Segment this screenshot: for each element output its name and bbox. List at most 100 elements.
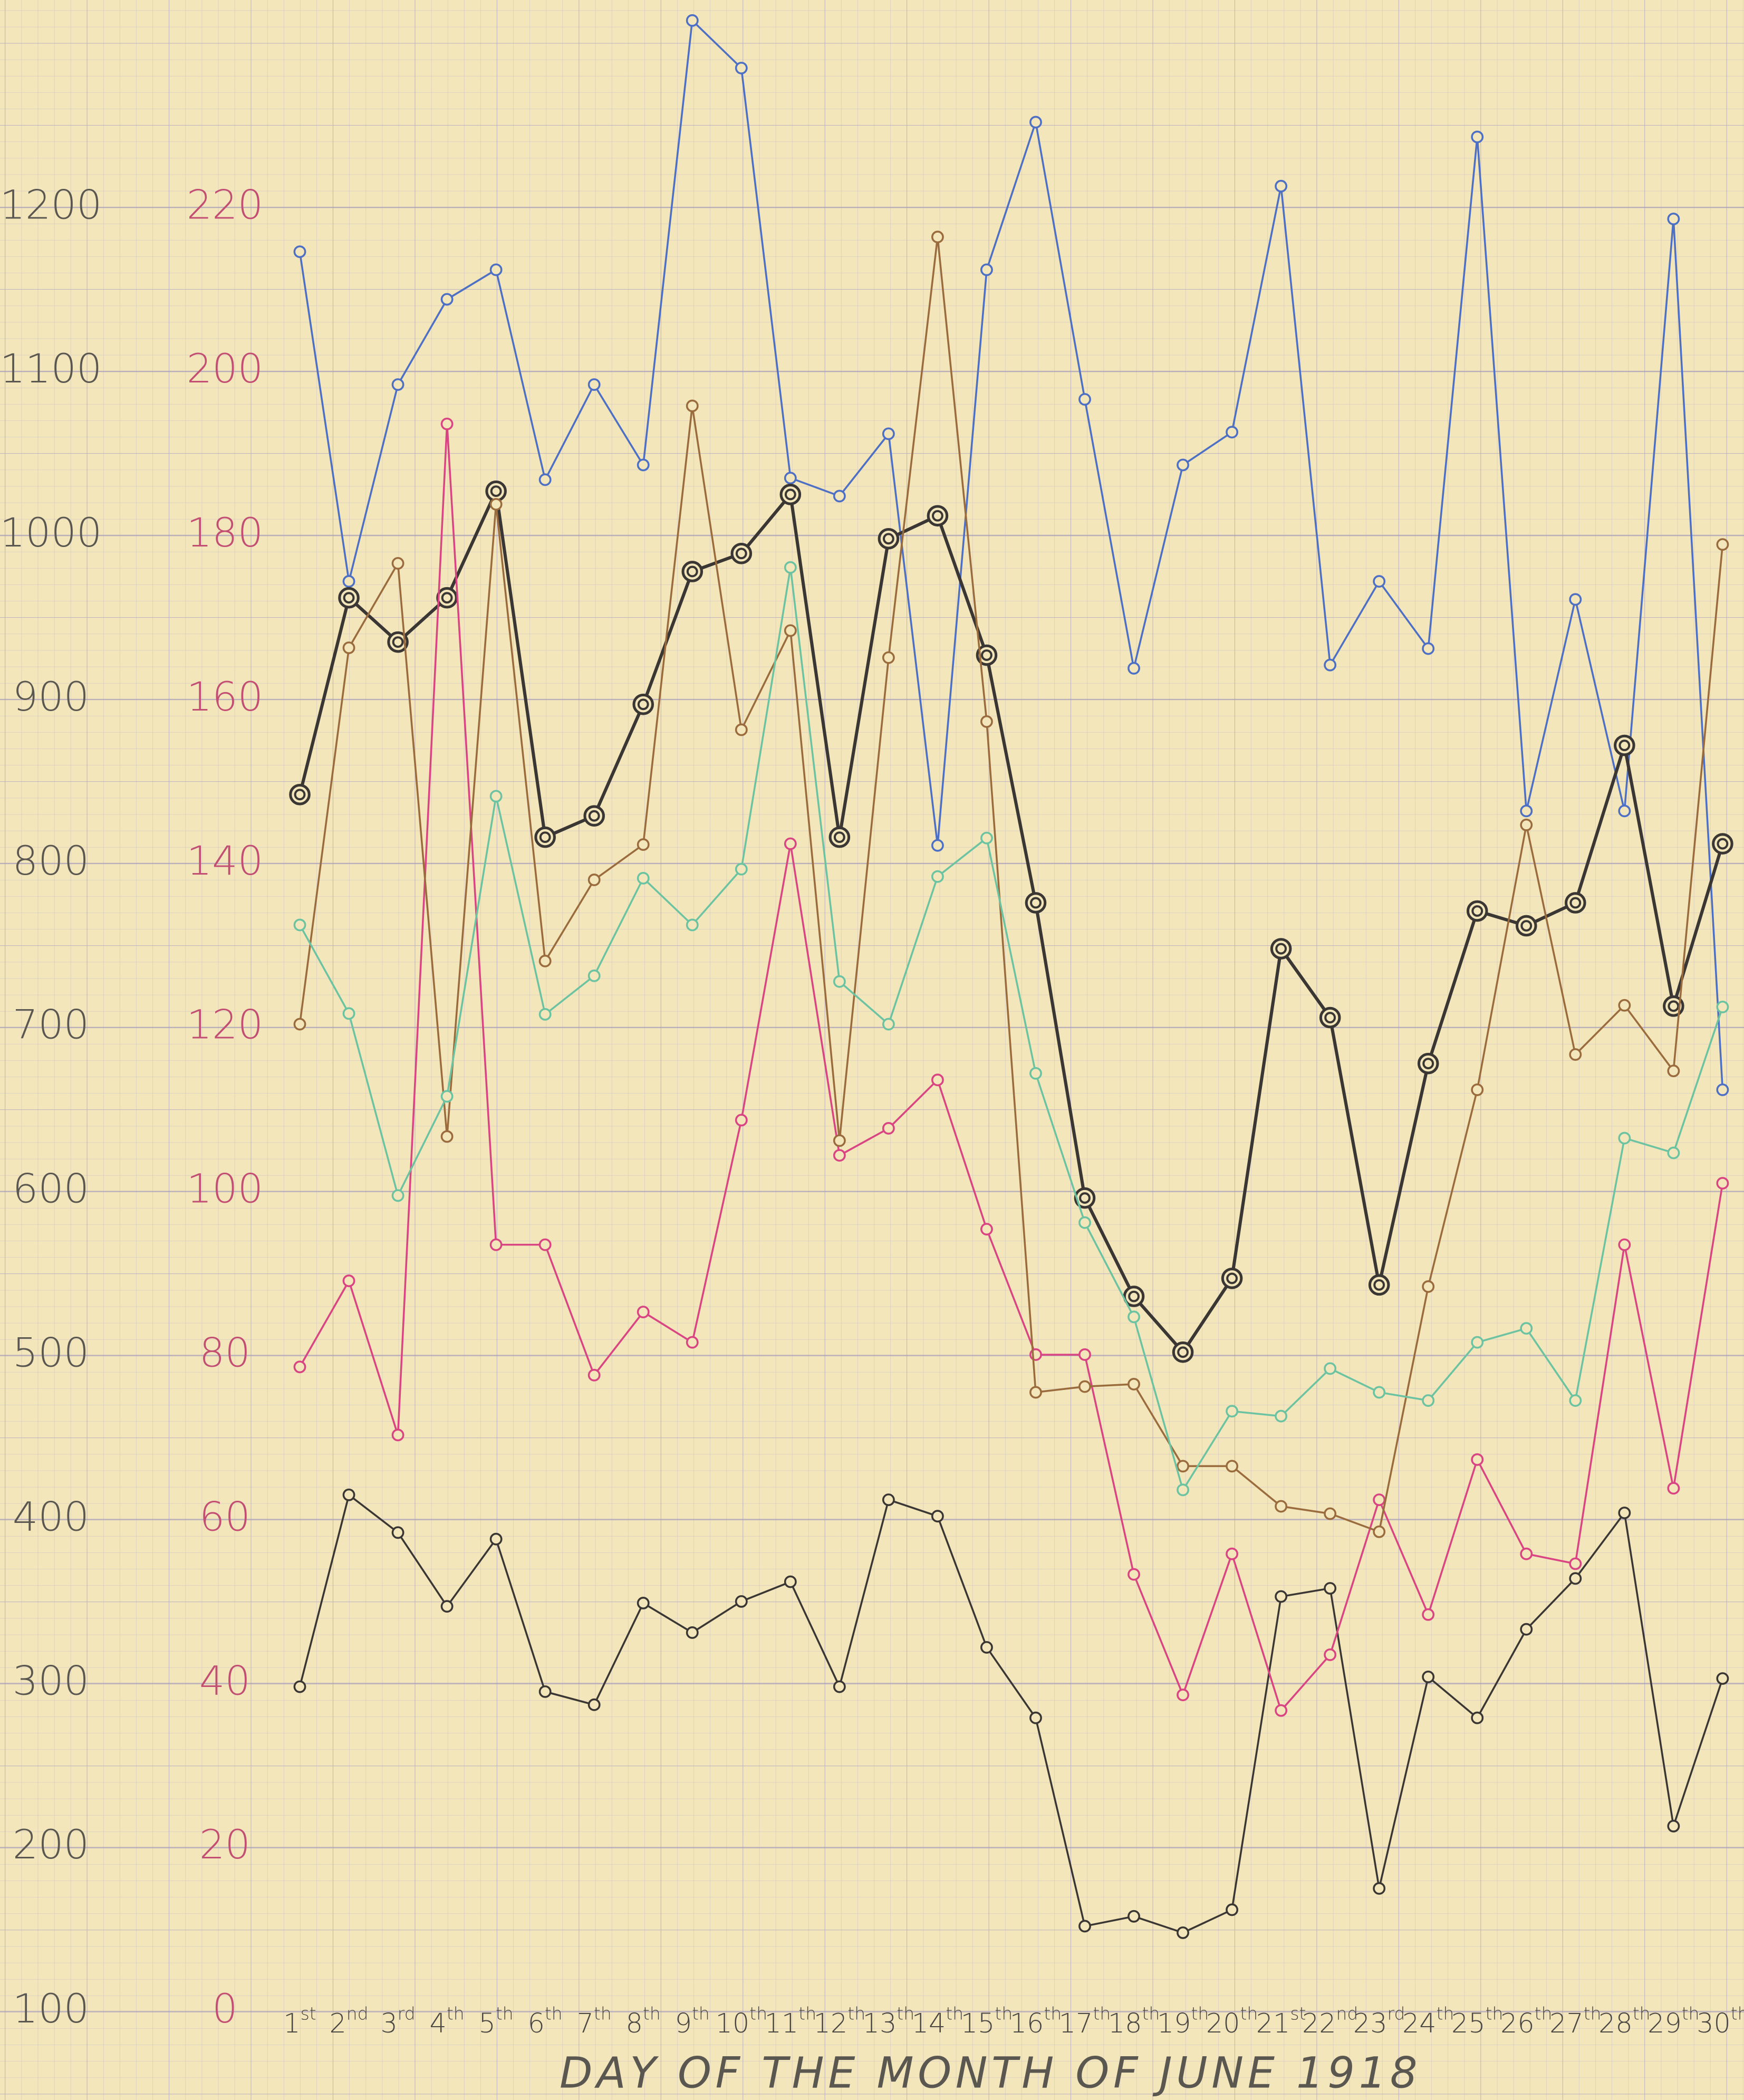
y2-tick-label: 20 [199, 1821, 250, 1868]
data-point [589, 971, 600, 981]
data-point [785, 1576, 796, 1587]
data-point [1173, 1343, 1192, 1362]
y-tick-label: 600 [13, 1165, 89, 1212]
data-point [1717, 1085, 1728, 1095]
marker-outer [291, 785, 310, 804]
data-point [638, 839, 649, 850]
marker-outer [732, 544, 751, 563]
data-point [1619, 1508, 1630, 1518]
data-point [834, 1135, 845, 1146]
data-point [687, 1627, 698, 1638]
data-point [340, 588, 359, 607]
data-point [343, 1490, 354, 1500]
data-point [1080, 1381, 1090, 1392]
data-point [1423, 643, 1433, 654]
data-point [343, 1276, 354, 1286]
data-point [1717, 1673, 1728, 1684]
data-point [1619, 806, 1630, 816]
data-point [1325, 660, 1335, 670]
data-point [392, 1527, 403, 1538]
data-point [1713, 835, 1732, 854]
data-point [1615, 736, 1634, 755]
data-point [1619, 1133, 1630, 1143]
graph-paper-major [0, 0, 1744, 2100]
y-tick-label: 300 [13, 1657, 89, 1704]
data-point [343, 1008, 354, 1019]
data-point [1472, 131, 1482, 142]
data-point [1227, 1549, 1237, 1559]
marker-outer [340, 588, 359, 607]
data-point [981, 264, 992, 275]
data-point [490, 791, 501, 801]
y2-tick-label: 120 [187, 1001, 263, 1048]
data-point [1129, 663, 1139, 674]
data-point [638, 873, 649, 884]
data-point [1080, 394, 1090, 405]
data-point [1276, 1705, 1286, 1715]
data-point [736, 1596, 747, 1607]
data-point [1080, 1921, 1090, 1931]
y-tick-label: 1100 [0, 345, 102, 392]
data-point [1325, 1363, 1335, 1374]
data-point [928, 506, 947, 525]
data-point [1129, 1311, 1139, 1322]
data-point [1129, 1569, 1139, 1579]
data-point [1717, 539, 1728, 550]
y2-tick-label: 100 [187, 1165, 263, 1212]
data-point [1570, 1558, 1581, 1569]
marker-outer [830, 828, 849, 847]
data-point [1423, 1281, 1433, 1292]
data-point [785, 473, 796, 483]
marker-outer [1370, 1276, 1389, 1294]
data-point [291, 785, 310, 804]
data-point [1276, 181, 1286, 191]
y2-tick-label: 40 [199, 1657, 250, 1704]
data-point [1374, 1883, 1384, 1894]
data-point [879, 530, 898, 549]
y-tick-label: 100 [13, 1985, 89, 2032]
data-point [1619, 1000, 1630, 1011]
data-point [1030, 1387, 1041, 1397]
data-point [540, 1009, 551, 1020]
data-point [589, 1700, 600, 1710]
data-point [634, 695, 653, 714]
data-point [1566, 894, 1585, 913]
data-point [1472, 1454, 1482, 1465]
data-point [1178, 1484, 1188, 1495]
data-point [1668, 1821, 1679, 1831]
data-point [438, 588, 457, 607]
data-point [441, 419, 452, 429]
data-point [1570, 594, 1581, 605]
data-point [736, 724, 747, 735]
data-point [1521, 806, 1531, 816]
data-point [834, 1681, 845, 1692]
y-tick-label: 1200 [0, 181, 102, 228]
data-point [540, 956, 551, 966]
data-point [830, 828, 849, 847]
data-point [1374, 1527, 1384, 1537]
data-point [1472, 1085, 1482, 1095]
chart: DAY OF THE MONTH OF JUNE 1918 1002003004… [0, 0, 1744, 2100]
data-point [392, 1190, 403, 1201]
data-point [1472, 1337, 1482, 1348]
data-point [932, 1075, 943, 1085]
data-point [1325, 1508, 1335, 1519]
data-point [1374, 1387, 1384, 1397]
data-point [834, 491, 845, 501]
data-point [687, 15, 698, 26]
data-point [883, 1123, 894, 1134]
data-point [1030, 1712, 1041, 1723]
marker-outer [1615, 736, 1634, 755]
data-point [1370, 1276, 1389, 1294]
data-point [932, 871, 943, 882]
data-point [785, 838, 796, 849]
data-point [834, 1150, 845, 1161]
data-point [1030, 117, 1041, 127]
data-point [781, 485, 800, 504]
data-point [883, 1494, 894, 1505]
marker-outer [585, 807, 604, 826]
y2-tick-label: 180 [187, 509, 263, 556]
y2-tick-label: 160 [187, 673, 263, 720]
data-point [1129, 1379, 1139, 1389]
data-point [1178, 459, 1188, 470]
